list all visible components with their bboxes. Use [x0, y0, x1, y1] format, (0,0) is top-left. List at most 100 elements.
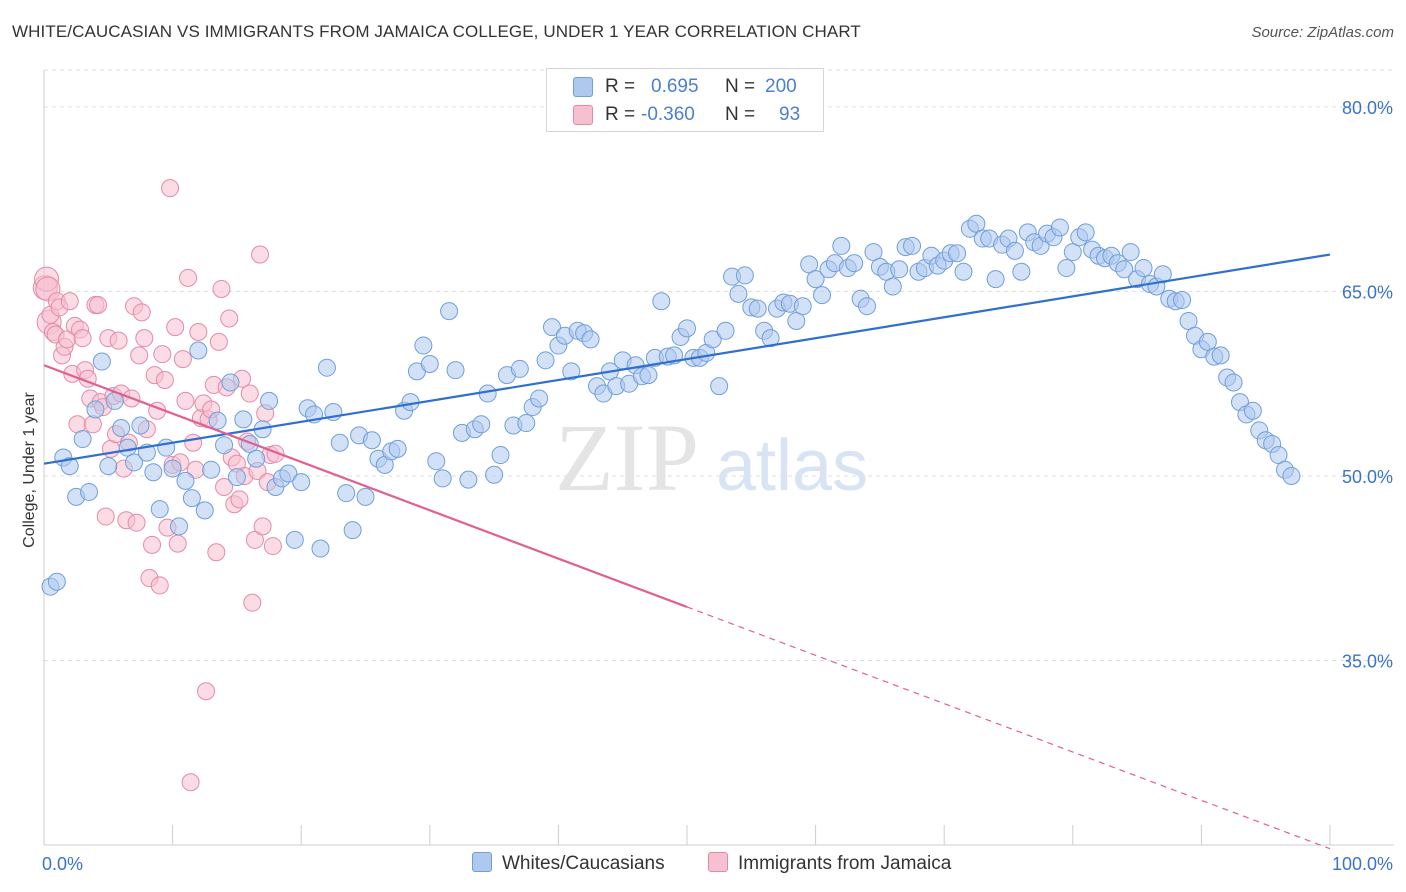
data-point-whites: [581, 330, 600, 349]
data-point-whites: [1050, 218, 1069, 237]
legend-swatch-pink: [708, 852, 728, 872]
data-point-whites: [858, 297, 877, 316]
legend-swatch-pink: [573, 105, 593, 125]
data-point-whites: [99, 457, 118, 476]
data-point-jamaica: [89, 295, 108, 314]
data-point-whites: [47, 572, 66, 591]
legend-r-value: 0.695: [651, 76, 699, 97]
data-point-whites: [86, 400, 105, 419]
data-point-whites: [215, 436, 234, 455]
data-point-jamaica: [181, 773, 200, 792]
data-point-jamaica: [215, 478, 234, 497]
data-point-whites: [73, 430, 92, 449]
data-point-jamaica: [143, 535, 162, 554]
data-point-whites: [176, 471, 195, 490]
data-point-whites: [311, 539, 330, 558]
y-tick-label: 35.0%: [1342, 651, 1393, 671]
data-point-whites: [131, 416, 150, 435]
data-point-whites: [510, 359, 529, 378]
data-point-jamaica: [230, 490, 249, 509]
legend-label-whites: Whites/Caucasians: [502, 853, 665, 874]
data-point-whites: [536, 351, 555, 370]
legend-n-value: 93: [779, 104, 801, 125]
data-point-jamaica: [243, 593, 262, 612]
points-whites-caucasians: [41, 214, 1301, 596]
data-point-jamaica: [153, 345, 172, 364]
data-point-whites: [832, 236, 851, 255]
x-tick-label: 100.0%: [1332, 854, 1393, 874]
data-point-jamaica: [209, 332, 228, 351]
trend-line-jamaica: [43, 364, 688, 608]
data-point-whites: [163, 459, 182, 478]
data-point-whites: [112, 418, 131, 437]
data-point-jamaica: [96, 507, 115, 526]
stats-legend: R = 0.695 N = 200 R = -0.360 N = 93: [546, 68, 824, 132]
legend-n-label: N =: [725, 76, 756, 97]
legend-label-jamaica: Immigrants from Jamaica: [738, 853, 952, 874]
data-point-whites: [337, 484, 356, 503]
data-point-jamaica: [263, 537, 282, 556]
legend-row-whites: R = 0.695 N = 200: [547, 73, 823, 101]
data-point-whites: [806, 270, 825, 289]
x-tick-label: 0.0%: [42, 854, 83, 874]
legend-n-value: 200: [765, 76, 797, 97]
data-point-whites: [542, 318, 561, 337]
legend-swatch-blue: [573, 77, 593, 97]
data-point-jamaica: [83, 415, 102, 434]
y-tick-label: 50.0%: [1342, 467, 1393, 487]
data-point-jamaica: [173, 350, 192, 369]
data-point-whites: [208, 411, 227, 430]
data-point-jamaica: [240, 384, 259, 403]
legend-item-whites: Whites/Caucasians: [472, 852, 665, 875]
data-point-whites: [60, 457, 79, 476]
data-point-whites: [729, 284, 748, 303]
data-point-jamaica: [161, 179, 180, 198]
chart-title: WHITE/CAUCASIAN VS IMMIGRANTS FROM JAMAI…: [12, 22, 861, 41]
data-point-whites: [1005, 241, 1024, 260]
trend-line-whites: [43, 253, 1331, 465]
data-point-whites: [652, 292, 671, 311]
data-point-whites: [356, 487, 375, 506]
data-point-whites: [1121, 243, 1140, 262]
data-point-jamaica: [253, 517, 272, 536]
data-point-whites: [472, 415, 491, 434]
data-point-whites: [1115, 260, 1134, 279]
data-point-whites: [189, 341, 208, 360]
data-point-jamaica: [245, 530, 264, 549]
data-point-whites: [427, 452, 446, 471]
data-point-whites: [285, 530, 304, 549]
data-point-jamaica: [189, 323, 208, 342]
data-point-whites: [761, 329, 780, 348]
data-point-whites: [260, 391, 279, 410]
legend-row-jamaica: R = -0.360 N = 93: [547, 101, 823, 129]
legend-n-label: N =: [725, 104, 756, 125]
data-point-whites: [1134, 259, 1153, 278]
data-point-whites: [195, 501, 214, 520]
data-point-whites: [459, 470, 478, 489]
trend-line-jamaica-dashed: [686, 606, 1331, 850]
legend-r-value: -0.360: [641, 104, 695, 125]
data-point-whites: [150, 500, 169, 519]
data-point-whites: [343, 521, 362, 540]
data-point-whites: [845, 254, 864, 273]
watermark-zip: ZIP: [555, 404, 699, 511]
data-point-whites: [125, 453, 144, 472]
data-point-whites: [954, 262, 973, 281]
data-point-jamaica: [220, 309, 239, 328]
data-point-jamaica: [130, 346, 149, 365]
data-point-whites: [170, 517, 189, 536]
data-point-jamaica: [109, 331, 128, 350]
data-point-jamaica: [132, 303, 151, 322]
data-point-whites: [440, 302, 459, 321]
data-point-whites: [903, 236, 922, 255]
data-point-whites: [1057, 259, 1076, 278]
data-point-jamaica: [127, 513, 146, 532]
data-point-jamaica: [73, 329, 92, 348]
data-point-whites: [388, 439, 407, 458]
y-tick-label: 65.0%: [1342, 282, 1393, 302]
data-point-jamaica: [176, 391, 195, 410]
data-point-whites: [144, 463, 163, 482]
data-point-whites: [182, 489, 201, 508]
axes: [43, 70, 1394, 846]
